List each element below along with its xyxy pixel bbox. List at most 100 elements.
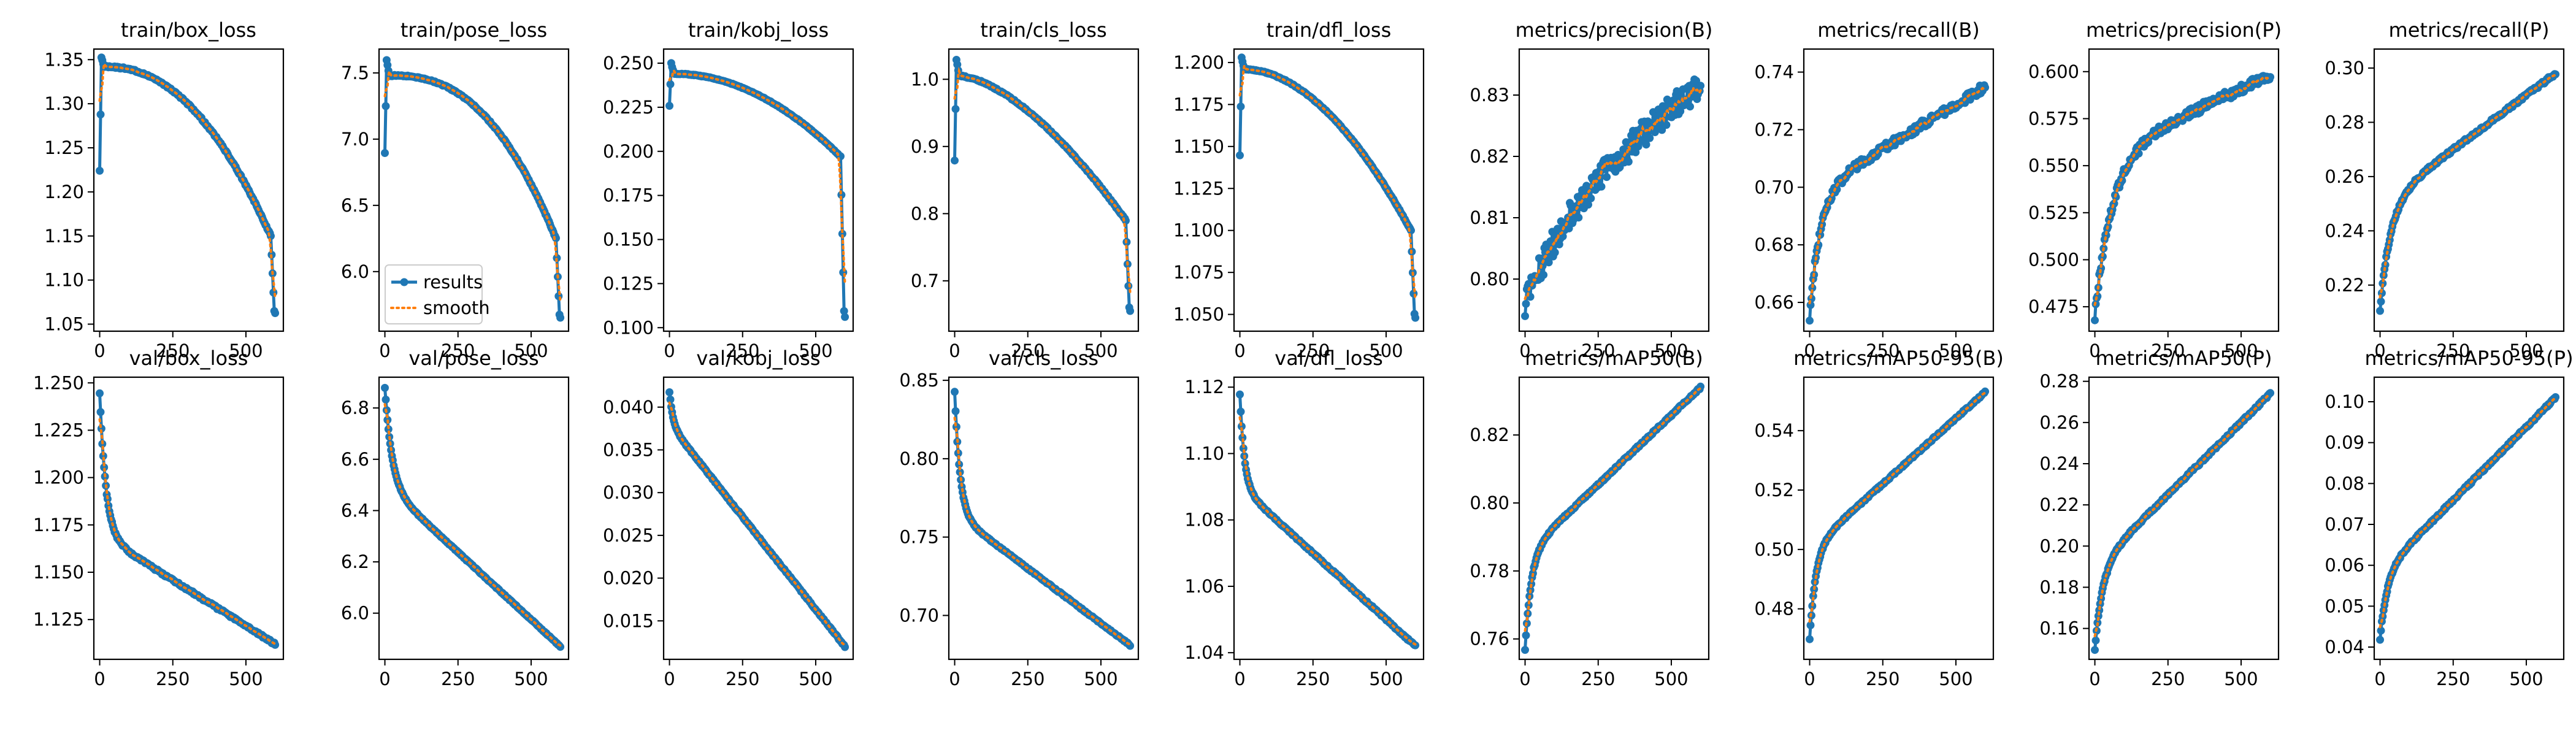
- y-tick-label: 0.08: [2325, 473, 2364, 494]
- chart-panel: train/dfl_loss 0 250 500 1.050 1.075 1.100 1.12…: [1173, 18, 1425, 361]
- series-group: [2376, 393, 2560, 644]
- y-tick-label: 0.525: [2028, 202, 2079, 223]
- results-point: [1521, 646, 1529, 654]
- y-tick-label: 1.25: [44, 137, 84, 158]
- legend-results-marker: [400, 278, 408, 286]
- y-tick-label: 0.22: [2039, 494, 2079, 515]
- y-tick-label: 0.30: [2325, 58, 2364, 79]
- panel-title: train/box_loss: [121, 18, 256, 42]
- results-point: [384, 425, 393, 434]
- y-tick-label: 0.100: [603, 317, 654, 338]
- y-tick-label: 0.200: [603, 141, 654, 162]
- results-point: [1239, 444, 1248, 453]
- y-tick-label: 6.5: [341, 195, 369, 216]
- x-tick-label: 250: [441, 669, 475, 689]
- y-tick-label: 0.9: [911, 136, 939, 157]
- results-line: [1238, 394, 1416, 647]
- y-tick-label: 1.125: [33, 609, 84, 630]
- chart-panel: val/kobj_loss 0 250 500 0.015 0.020 0.025 0.030…: [603, 347, 854, 689]
- y-tick-label: 0.7: [911, 270, 939, 291]
- smooth-line: [953, 416, 1132, 646]
- y-tick-label: 0.52: [1754, 480, 1794, 500]
- chart-panel: metrics/precision(P) 0 250 500 0.475 0.500 0.5…: [2028, 18, 2282, 361]
- chart-panel: metrics/recall(P) 0 250 500 0.22 0.24 0.26 0.28…: [2325, 18, 2565, 361]
- smooth-line: [98, 418, 277, 645]
- results-point: [2095, 606, 2104, 615]
- results-point: [666, 395, 675, 404]
- results-line: [1808, 83, 1987, 321]
- y-tick-label: 1.150: [1173, 136, 1224, 157]
- series-group: [1236, 390, 1420, 650]
- smooth-line: [953, 66, 1132, 294]
- y-tick-label: 0.66: [1754, 292, 1794, 313]
- y-tick-label: 1.05: [44, 314, 84, 335]
- results-point: [1521, 312, 1529, 320]
- y-tick-label: 1.225: [33, 420, 84, 440]
- series-group: [1236, 53, 1420, 322]
- axes-frame: [1803, 376, 1995, 661]
- results-markers: [665, 388, 849, 651]
- legend-results-label: results: [423, 272, 483, 293]
- results-point: [2377, 297, 2385, 306]
- results-line: [98, 393, 277, 646]
- axes-frame: [948, 48, 1140, 332]
- results-point: [96, 166, 104, 175]
- y-tick-label: 6.4: [341, 500, 369, 521]
- y-tick-label: 1.30: [44, 93, 84, 114]
- x-tick-label: 0: [379, 340, 390, 361]
- x-tick-label: 250: [1011, 669, 1045, 689]
- x-tick-label: 250: [2151, 669, 2185, 689]
- results-point: [1806, 635, 1814, 643]
- y-tick-label: 0.82: [1470, 146, 1509, 167]
- y-tick-label: 0.07: [2325, 514, 2364, 535]
- results-point: [1603, 173, 1611, 182]
- series-group: [1521, 75, 1705, 320]
- chart-panel: metrics/mAP50(P) 0 250 500 0.16 0.18 0.20 0.22 0…: [2039, 347, 2280, 689]
- x-tick-label: 0: [2089, 669, 2100, 689]
- y-tick-label: 0.600: [2028, 61, 2079, 82]
- y-tick-label: 1.0: [911, 69, 939, 90]
- series-group: [2091, 389, 2275, 654]
- y-tick-label: 0.09: [2325, 432, 2364, 453]
- x-tick-label: 250: [726, 669, 759, 689]
- y-tick-label: 1.08: [1184, 510, 1224, 531]
- y-tick-label: 0.24: [2039, 453, 2079, 474]
- y-tick-label: 0.040: [603, 397, 654, 418]
- y-tick-label: 0.225: [603, 97, 654, 118]
- x-tick-label: 250: [2151, 340, 2185, 361]
- smooth-line: [1808, 86, 1987, 305]
- y-tick-label: 0.025: [603, 525, 654, 546]
- y-tick-label: 0.8: [911, 203, 939, 224]
- results-point: [2097, 264, 2106, 272]
- x-tick-label: 0: [94, 340, 105, 361]
- y-tick-label: 0.015: [603, 610, 654, 631]
- y-tick-label: 0.80: [899, 448, 939, 469]
- results-point: [1642, 140, 1650, 149]
- series-group: [1521, 382, 1705, 654]
- results-line: [1524, 386, 1702, 650]
- results-point: [1544, 258, 1553, 267]
- smooth-line: [2093, 393, 2272, 637]
- smooth-line: [383, 67, 562, 303]
- results-point: [271, 309, 280, 317]
- results-markers: [951, 56, 1135, 315]
- y-tick-label: 0.78: [1470, 561, 1509, 581]
- y-tick-label: 1.10: [44, 270, 84, 291]
- axes-frame: [1518, 376, 1710, 661]
- axes-frame: [2088, 376, 2280, 661]
- results-point: [1584, 201, 1592, 209]
- results-point: [951, 407, 960, 415]
- results-point: [840, 307, 848, 315]
- x-tick-label: 250: [441, 340, 475, 361]
- y-tick-label: 0.10: [2325, 391, 2364, 412]
- axes-frame: [2088, 48, 2280, 332]
- results-point: [1522, 299, 1530, 308]
- results-point: [1587, 194, 1595, 202]
- results-point: [381, 383, 389, 392]
- results-point: [1809, 592, 1817, 600]
- results-markers: [1236, 53, 1420, 322]
- y-tick-label: 0.82: [1470, 424, 1509, 445]
- chart-panel: val/cls_loss 0 250 500 0.70 0.75 0.80 0.85: [899, 347, 1140, 689]
- results-point: [1238, 434, 1247, 442]
- results-point: [1686, 102, 1694, 111]
